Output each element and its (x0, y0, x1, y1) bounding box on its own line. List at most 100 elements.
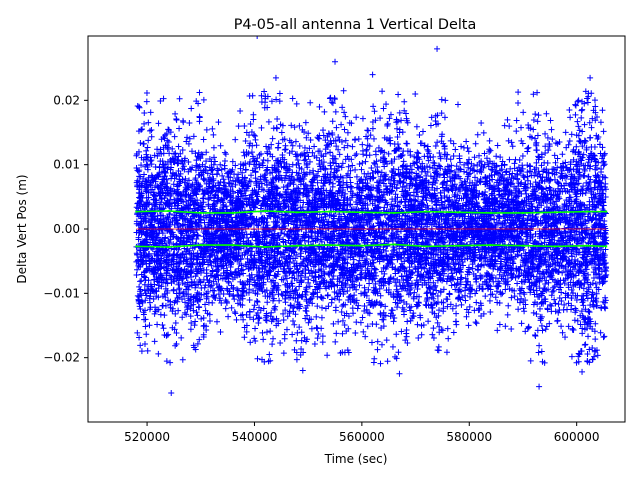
residual-point (187, 326, 194, 333)
residual-point (513, 117, 520, 124)
residual-point (308, 325, 315, 332)
residual-point (578, 107, 585, 114)
residual-point (229, 158, 236, 165)
residual-point (496, 271, 503, 278)
residual-point (183, 311, 190, 318)
residual-point (250, 306, 257, 313)
residual-point (461, 168, 468, 175)
residual-point (208, 262, 215, 269)
residual-point (417, 314, 424, 321)
chart-title: P4-05-all antenna 1 Vertical Delta (234, 17, 477, 33)
residual-point (315, 148, 322, 155)
residual-point (533, 311, 540, 318)
residual-point (143, 98, 150, 105)
residual-point (519, 152, 526, 159)
residual-point (559, 329, 566, 336)
residual-point (213, 318, 220, 325)
residual-point (516, 167, 523, 174)
residual-point (505, 302, 512, 309)
residual-point (336, 151, 343, 158)
residual-point (193, 157, 200, 164)
residual-point (589, 115, 596, 122)
residual-point (144, 144, 151, 151)
residual-point (568, 353, 575, 360)
residual-point (478, 120, 485, 127)
residual-point (172, 310, 179, 317)
residual-point (530, 126, 537, 133)
residual-point (313, 313, 320, 320)
residual-point (399, 304, 406, 311)
residual-point (403, 182, 410, 189)
residual-point (598, 268, 605, 275)
residual-point (389, 169, 396, 176)
residual-point (222, 297, 229, 304)
residual-point (234, 291, 241, 298)
residual-point (353, 114, 360, 121)
residual-point (441, 114, 448, 121)
residual-point (266, 351, 273, 358)
residual-point (247, 339, 254, 346)
residual-point (581, 342, 588, 349)
residual-point (292, 295, 299, 302)
residual-point (296, 143, 303, 150)
residual-point (145, 119, 152, 126)
residual-point (505, 137, 512, 144)
residual-point (176, 95, 183, 102)
residual-point (268, 309, 275, 316)
residual-point (300, 256, 307, 263)
residual-point (347, 174, 354, 181)
residual-point (593, 347, 600, 354)
residual-point (571, 317, 578, 324)
residual-point (430, 153, 437, 160)
residual-point (146, 299, 153, 306)
residual-point (443, 182, 450, 189)
residual-point (427, 122, 434, 129)
residual-point (258, 99, 265, 106)
residual-point (500, 195, 507, 202)
residual-point (579, 106, 586, 113)
residual-point (393, 185, 400, 192)
residual-point (542, 280, 549, 287)
residual-point (499, 158, 506, 165)
residual-point (400, 178, 407, 185)
residual-point (280, 350, 287, 357)
residual-point (298, 337, 305, 344)
residual-point (530, 91, 537, 98)
residual-point (509, 170, 516, 177)
residual-point (567, 176, 574, 183)
residual-point (463, 138, 470, 145)
residual-point (367, 132, 374, 139)
residual-point (601, 333, 608, 340)
residual-point (328, 296, 335, 303)
residual-point (536, 342, 543, 349)
residual-point (562, 334, 569, 341)
residual-point (473, 287, 480, 294)
residual-point (529, 268, 536, 275)
residual-point (335, 318, 342, 325)
residual-point (552, 277, 559, 284)
residual-point (141, 341, 148, 348)
residual-point (424, 163, 431, 170)
residual-point (339, 330, 346, 337)
residual-point (476, 152, 483, 159)
residual-point (305, 267, 312, 274)
residual-point (457, 159, 464, 166)
residual-point (601, 260, 608, 267)
residual-point (147, 109, 154, 116)
residual-point (545, 146, 552, 153)
residual-point (170, 181, 177, 188)
residual-point (200, 96, 207, 103)
residual-point (571, 256, 578, 263)
residual-point (512, 156, 519, 163)
residual-point (580, 151, 587, 158)
residual-point (166, 150, 173, 157)
residual-point (141, 171, 148, 178)
residual-point (360, 328, 367, 335)
residual-point (445, 335, 452, 342)
residual-point (389, 343, 396, 350)
residual-point (584, 351, 591, 358)
residual-point (346, 294, 353, 301)
residual-point (229, 183, 236, 190)
residual-point (535, 112, 542, 119)
